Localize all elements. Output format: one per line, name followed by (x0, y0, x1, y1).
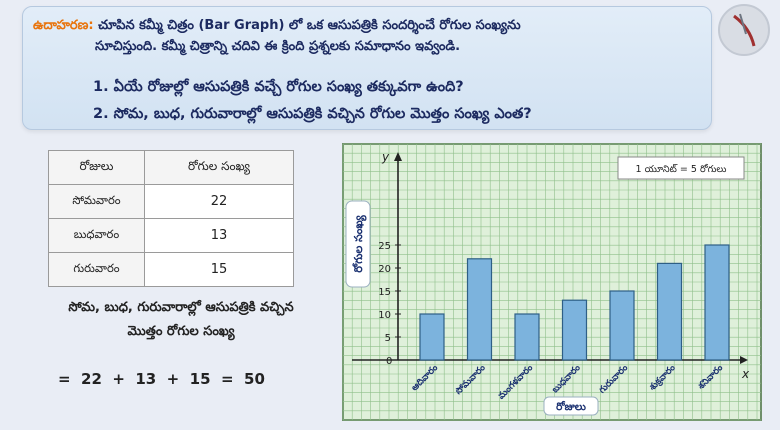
bar (561, 299, 588, 361)
table-cell-day: బుధవారం (48, 218, 145, 253)
table-cell-day: గురువారం (48, 252, 145, 287)
summary-line-1: సోమ, బుధ, గురువారాల్లో ఆసుపత్రికి వచ్చిన (68, 300, 294, 315)
question-1: 1. ఏయే రోజుల్లో ఆసుపత్రికి వచ్చే రోగుల స… (93, 79, 464, 95)
bar (466, 258, 493, 361)
y-axis-letter: y (381, 150, 390, 164)
table-cell-count: 22 (144, 184, 294, 219)
y-tick-label: 10 (378, 310, 391, 321)
example-tag: ఉదాహరణ: (33, 18, 94, 33)
patients-table: రోజులు రోగుల సంఖ్య సోమవారం 22 బుధవారం 13… (48, 150, 294, 287)
y-label-box (345, 200, 371, 288)
intro-line-1: చూపిన కమ్మీ చిత్రం (Bar Graph) లో ఒక ఆసు… (98, 18, 521, 33)
scale-note: 1 యూనిట్ = 5 రోగులు (636, 163, 727, 175)
bar (656, 262, 683, 361)
table-header-count: రోగుల సంఖ్య (144, 150, 294, 185)
table-cell-count: 13 (144, 218, 294, 253)
y-tick-label: 25 (378, 241, 391, 252)
bar (704, 244, 730, 361)
table-row: గురువారం 15 (48, 252, 294, 287)
bar-chart-svg: y x 0 5 10 15 20 25 రోగుల సంఖ్య 1 యూనిట్ = 5 రోగు… (342, 143, 762, 421)
summary-equation: = 22 + 13 + 15 = 50 (58, 370, 265, 388)
scale-note-box (617, 156, 745, 180)
channel-logo-icon (718, 4, 770, 56)
summary-text: సోమ, బుధ, గురువారాల్లో ఆసుపత్రికి వచ్చిన… (26, 296, 336, 344)
table-cell-day: సోమవారం (48, 184, 145, 219)
bar (419, 313, 445, 361)
origin-label: 0 (386, 356, 392, 367)
y-axis-label: రోగుల సంఖ్య (352, 214, 367, 272)
intro-line-2: సూచిస్తుంది. కమ్మీ చిత్రాన్ని చదివి ఈ క్… (95, 39, 461, 54)
bar-chart: y x 0 5 10 15 20 25 రోగుల సంఖ్య 1 యూనిట్ = 5 రోగు… (342, 143, 762, 421)
bar (514, 313, 540, 361)
x-label-box (543, 396, 599, 416)
x-axis-arrow (740, 356, 748, 364)
example-question-box: ఉదాహరణ: చూపిన కమ్మీ చిత్రం (Bar Graph) ల… (22, 6, 712, 130)
example-intro: ఉదాహరణ: చూపిన కమ్మీ చిత్రం (Bar Graph) ల… (33, 15, 703, 57)
y-tick-label: 15 (378, 287, 391, 298)
table-row: బుధవారం 13 (48, 218, 294, 253)
table-header-row: రోజులు రోగుల సంఖ్య (48, 150, 294, 185)
y-tick-label: 20 (378, 264, 391, 275)
question-2: 2. సోమ, బుధ, గురువారాల్లో ఆసుపత్రికి వచ్… (93, 106, 532, 122)
x-axis-letter: x (741, 367, 750, 381)
y-tick-label: 5 (385, 333, 391, 344)
bar (609, 290, 635, 361)
x-axis-label: రోజులు (556, 400, 586, 413)
summary-line-2: మొత్తం రోగుల సంఖ్య (127, 324, 235, 339)
table-header-day: రోజులు (48, 150, 145, 185)
table-row: సోమవారం 22 (48, 184, 294, 219)
y-axis-arrow (394, 152, 402, 161)
table-cell-count: 15 (144, 252, 294, 287)
